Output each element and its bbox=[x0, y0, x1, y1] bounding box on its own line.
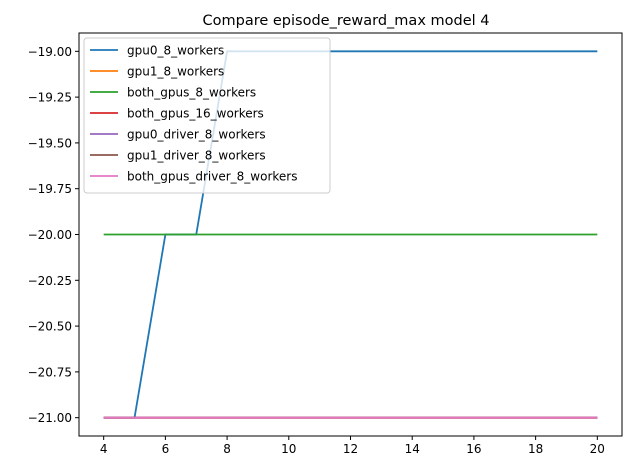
x-tick-label: 4 bbox=[100, 442, 108, 456]
legend-label-gpu1_8_workers: gpu1_8_workers bbox=[127, 65, 224, 79]
x-tick-label: 16 bbox=[466, 442, 481, 456]
x-tick-label: 18 bbox=[528, 442, 543, 456]
legend-label-gpu1_driver_8_workers: gpu1_driver_8_workers bbox=[127, 149, 266, 163]
x-tick-label: 10 bbox=[281, 442, 296, 456]
y-tick-label: −19.25 bbox=[28, 91, 72, 105]
x-tick-label: 8 bbox=[223, 442, 231, 456]
legend-label-gpu0_8_workers: gpu0_8_workers bbox=[127, 44, 224, 58]
y-tick-label: −19.75 bbox=[28, 182, 72, 196]
x-tick-label: 20 bbox=[590, 442, 605, 456]
x-tick-label: 6 bbox=[162, 442, 170, 456]
legend-label-both_gpus_driver_8_workers: both_gpus_driver_8_workers bbox=[127, 170, 297, 184]
y-tick-label: −20.25 bbox=[28, 274, 72, 288]
x-tick-label: 12 bbox=[343, 442, 358, 456]
legend-label-both_gpus_8_workers: both_gpus_8_workers bbox=[127, 86, 256, 100]
y-axis: −19.00 −19.25 −19.50 −19.75 −20.00 −20.25 −20.… bbox=[28, 45, 79, 425]
x-tick-label: 14 bbox=[405, 442, 420, 456]
chart-title: Compare episode_reward_max model 4 bbox=[203, 13, 490, 29]
y-tick-label: −20.00 bbox=[28, 228, 72, 242]
y-tick-label: −20.75 bbox=[28, 365, 72, 379]
y-tick-label: −19.00 bbox=[28, 45, 72, 59]
y-tick-label: −19.50 bbox=[28, 136, 72, 150]
y-tick-label: −21.00 bbox=[28, 411, 72, 425]
plot-area bbox=[103, 50, 598, 419]
legend-box bbox=[83, 37, 331, 194]
legend: gpu0_8_workers gpu1_8_workers both_gpus_8_… bbox=[83, 37, 331, 194]
legend-label-both_gpus_16_workers: both_gpus_16_workers bbox=[127, 107, 264, 121]
x-axis: 4 6 8 10 12 14 16 18 20 bbox=[100, 436, 605, 456]
y-tick-label: −20.50 bbox=[28, 320, 72, 334]
legend-label-gpu0_driver_8_workers: gpu0_driver_8_workers bbox=[127, 128, 266, 142]
